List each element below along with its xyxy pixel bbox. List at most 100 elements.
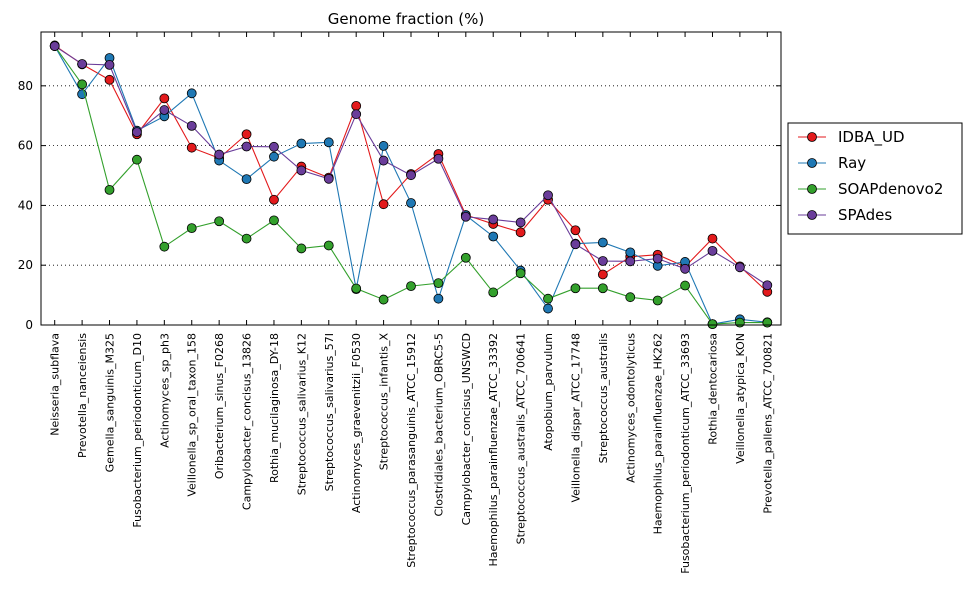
legend-label: SPAdes bbox=[838, 206, 892, 224]
legend-swatch-marker bbox=[807, 158, 817, 168]
x-category-label: Prevotella_nanceiensis bbox=[76, 333, 89, 458]
data-point bbox=[104, 74, 115, 85]
data-point bbox=[680, 263, 690, 274]
data-point bbox=[323, 240, 334, 251]
data-point bbox=[186, 223, 197, 234]
data-point bbox=[488, 231, 499, 242]
data-point bbox=[570, 283, 581, 294]
legend-item: SOAPdenovo2 bbox=[798, 180, 943, 198]
data-point bbox=[214, 149, 225, 160]
y-tick-label: 60 bbox=[18, 139, 33, 153]
data-point bbox=[707, 245, 718, 256]
data-point bbox=[159, 105, 170, 115]
x-category-label: Streptococcus_parasanguinis_ATCC_15912 bbox=[405, 333, 418, 568]
data-point bbox=[515, 227, 526, 238]
y-tick-label: 20 bbox=[18, 258, 33, 272]
data-point bbox=[351, 109, 362, 120]
data-point bbox=[323, 173, 334, 184]
data-point bbox=[378, 155, 389, 166]
data-point bbox=[652, 295, 663, 306]
plot-frame bbox=[40, 31, 782, 326]
data-point bbox=[515, 268, 526, 279]
data-point bbox=[543, 293, 553, 304]
series-SOAPdenovo2 bbox=[49, 41, 773, 330]
data-point bbox=[186, 120, 197, 131]
y-tick-label: 80 bbox=[18, 79, 33, 93]
data-point bbox=[77, 59, 88, 69]
data-point bbox=[351, 283, 362, 294]
data-point bbox=[241, 174, 252, 184]
data-point bbox=[734, 317, 745, 328]
legend-item: IDBA_UD bbox=[798, 128, 905, 147]
data-point bbox=[488, 287, 499, 298]
legend-label: IDBA_UD bbox=[838, 128, 905, 147]
data-point bbox=[159, 241, 170, 252]
data-point bbox=[269, 151, 279, 162]
x-category-label: Streptococcus_australis_ATCC_700641 bbox=[515, 333, 528, 544]
data-point bbox=[680, 280, 690, 291]
data-point bbox=[378, 141, 389, 151]
x-category-label: Veillonella_dispar_ATCC_17748 bbox=[569, 333, 582, 503]
plot-area bbox=[49, 40, 773, 330]
x-category-label: Campylobacter_concisus_13826 bbox=[241, 333, 254, 510]
data-point bbox=[269, 141, 279, 152]
x-category-label: Fusobacterium_periodonticum_D10 bbox=[131, 333, 144, 528]
data-point bbox=[597, 256, 608, 266]
data-point bbox=[323, 137, 334, 148]
y-axis: 0 20 40 60 80 bbox=[18, 79, 781, 332]
y-tick-label: 40 bbox=[18, 198, 33, 212]
x-category-label: Campylobacter_concisus_UNSWCD bbox=[460, 333, 473, 525]
data-point bbox=[214, 216, 225, 227]
chart-title: Genome fraction (%) bbox=[328, 10, 485, 28]
data-point bbox=[132, 127, 142, 138]
data-point bbox=[433, 278, 444, 289]
x-axis: Neisseria_subflava Prevotella_nanceiensis… bbox=[49, 32, 774, 574]
data-point bbox=[597, 269, 608, 280]
data-point bbox=[570, 239, 581, 250]
data-point bbox=[433, 153, 444, 164]
data-point bbox=[269, 215, 279, 226]
x-category-label: Rothia_dentocariosa bbox=[706, 333, 719, 445]
x-category-label: Haemophilus_parainfluenzae_HK262 bbox=[652, 333, 665, 534]
x-category-label: Gemella_sanguinis_M325 bbox=[104, 333, 117, 472]
legend-item: Ray bbox=[798, 154, 866, 172]
legend-item: SPAdes bbox=[798, 206, 892, 224]
data-point bbox=[132, 154, 142, 165]
y-tick-label: 0 bbox=[25, 318, 33, 332]
data-point bbox=[186, 88, 197, 99]
data-point bbox=[378, 294, 389, 305]
x-category-label: Streptococcus_infantis_X bbox=[378, 333, 391, 471]
x-category-label: Actinomyces_graevenitzii_F0530 bbox=[350, 333, 363, 513]
data-point bbox=[186, 142, 197, 153]
data-point bbox=[378, 199, 389, 210]
data-point bbox=[296, 165, 307, 176]
data-point bbox=[625, 247, 636, 258]
data-point bbox=[625, 292, 636, 303]
x-category-label: Rothia_mucilaginosa_DY-18 bbox=[268, 333, 281, 483]
data-point bbox=[406, 198, 416, 208]
data-point bbox=[159, 93, 170, 104]
data-point bbox=[488, 214, 499, 225]
legend: IDBA_UD Ray SOAPdenovo2 SPAdes bbox=[787, 122, 963, 235]
data-point bbox=[241, 233, 252, 244]
data-point bbox=[570, 225, 581, 236]
data-point bbox=[707, 233, 718, 244]
x-category-label: Oribacterium_sinus_F0268 bbox=[213, 333, 226, 479]
x-category-label: Streptococcus_salivarius_K12 bbox=[295, 333, 308, 495]
data-point bbox=[543, 303, 553, 314]
data-point bbox=[104, 184, 115, 195]
data-point bbox=[734, 262, 745, 273]
x-category-label: Prevotella_pallens_ATCC_700821 bbox=[761, 333, 774, 514]
legend-label: SOAPdenovo2 bbox=[838, 180, 943, 198]
legend-swatch-marker bbox=[807, 210, 817, 220]
data-point bbox=[597, 283, 608, 294]
x-category-label: Actinomyces_odontolyticus bbox=[624, 333, 637, 483]
legend-swatch-marker bbox=[807, 132, 817, 142]
data-point bbox=[49, 41, 60, 51]
x-category-label: Streptococcus_salivarius_57I bbox=[323, 333, 336, 491]
data-point bbox=[406, 170, 416, 181]
data-point bbox=[597, 237, 608, 248]
data-point bbox=[406, 281, 416, 292]
series-IDBA_UD bbox=[49, 40, 773, 297]
